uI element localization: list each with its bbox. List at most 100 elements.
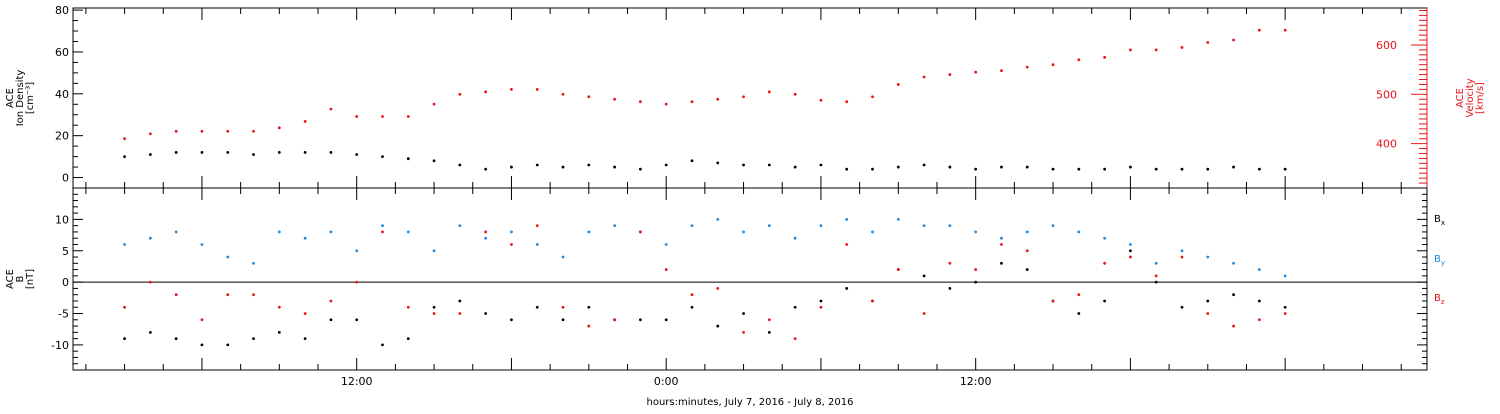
by-point	[742, 230, 745, 234]
velocity-point	[1206, 41, 1210, 44]
velocity-point	[1000, 69, 1003, 73]
by-point	[200, 243, 204, 246]
by-point	[329, 230, 333, 234]
by-point	[1206, 255, 1210, 259]
by-point	[690, 224, 694, 228]
bz-point	[329, 299, 333, 303]
bz-point	[716, 287, 720, 290]
density-point	[1000, 165, 1003, 169]
bx-point	[174, 337, 178, 341]
density-point	[1232, 165, 1235, 169]
velocity-point	[510, 87, 513, 91]
bz-point	[690, 293, 694, 297]
density-tick-label: 0	[62, 172, 69, 185]
density-point	[1206, 167, 1210, 171]
velocity-point	[1103, 55, 1107, 59]
density-point	[1103, 167, 1107, 171]
density-point	[819, 163, 823, 167]
bz-point	[1077, 293, 1081, 297]
b-field-tick-label: -10	[51, 339, 69, 352]
bx-point	[148, 330, 152, 334]
bx-point	[484, 312, 488, 315]
velocity-point	[1077, 58, 1081, 62]
density-point	[174, 151, 178, 154]
velocity-point	[638, 100, 642, 104]
density-point	[767, 163, 771, 167]
by-point	[355, 249, 359, 253]
bx-point	[742, 312, 745, 315]
bx-point	[200, 343, 204, 347]
bz-point	[1257, 318, 1261, 322]
velocity-point	[329, 107, 333, 111]
velocity-point	[896, 83, 900, 86]
bz-point	[148, 280, 152, 284]
b-field-axis-title-line: [nT]	[25, 269, 36, 289]
velocity-point	[406, 115, 410, 118]
bz-point	[432, 312, 436, 315]
bz-point	[561, 305, 565, 309]
by-point	[1025, 230, 1029, 234]
velocity-point	[716, 97, 720, 101]
by-point	[845, 217, 849, 221]
density-point	[922, 163, 926, 167]
bx-point	[974, 280, 978, 284]
by-point	[896, 217, 900, 221]
bz-point	[767, 318, 771, 322]
by-point	[484, 236, 488, 240]
bx-point	[535, 305, 539, 309]
b-field-tick-label: 10	[55, 213, 69, 226]
velocity-point	[1257, 28, 1261, 32]
velocity-point	[767, 90, 771, 94]
velocity-point	[664, 102, 668, 106]
velocity-point	[381, 115, 384, 118]
velocity-point	[458, 92, 462, 96]
bz-point	[174, 293, 178, 297]
density-point	[690, 159, 694, 163]
b-field-tick-label: -5	[58, 308, 69, 321]
velocity-point	[845, 100, 849, 104]
velocity-point	[742, 95, 745, 99]
bx-point	[1103, 299, 1107, 303]
bx-point	[381, 343, 384, 347]
density-point	[406, 157, 410, 161]
density-point	[123, 155, 126, 159]
bx-point	[1000, 261, 1003, 265]
bottom-panel-frame	[72, 187, 1428, 371]
velocity-point	[303, 120, 307, 123]
bx-point	[1206, 299, 1210, 303]
by-point	[613, 224, 616, 228]
density-point	[1025, 165, 1029, 169]
velocity-axis-title-line: [km/s]	[1475, 82, 1486, 114]
legend-bz: Bz	[1434, 293, 1445, 306]
bx-point	[303, 337, 307, 341]
bz-point	[742, 330, 745, 334]
by-point	[123, 243, 126, 246]
bx-point	[690, 305, 694, 309]
bx-point	[355, 318, 359, 322]
velocity-point	[1051, 63, 1055, 67]
bz-point	[355, 280, 359, 284]
velocity-point	[613, 97, 616, 101]
density-point	[484, 167, 488, 171]
bz-point	[303, 312, 307, 315]
velocity-point	[793, 92, 797, 96]
velocity-point	[1283, 28, 1287, 32]
x-axis-title: hours:minutes, July 7, 2016 - July 8, 20…	[647, 397, 854, 408]
velocity-point	[148, 132, 152, 136]
legend-bz-symbol: B	[1434, 293, 1441, 304]
bz-point	[871, 299, 874, 303]
bz-point	[845, 243, 849, 246]
density-point	[200, 151, 204, 154]
bx-point	[819, 299, 823, 303]
density-point	[1077, 167, 1081, 171]
bz-point	[638, 230, 642, 234]
bz-point	[974, 268, 978, 271]
density-point	[587, 163, 591, 167]
x-tick-label: 0:00	[654, 375, 679, 388]
bx-point	[252, 337, 255, 341]
bz-point	[277, 305, 281, 309]
bz-point	[819, 305, 823, 309]
by-point	[974, 230, 978, 234]
velocity-point	[819, 98, 823, 102]
b-field-axis-title-line: ACE	[5, 269, 16, 289]
